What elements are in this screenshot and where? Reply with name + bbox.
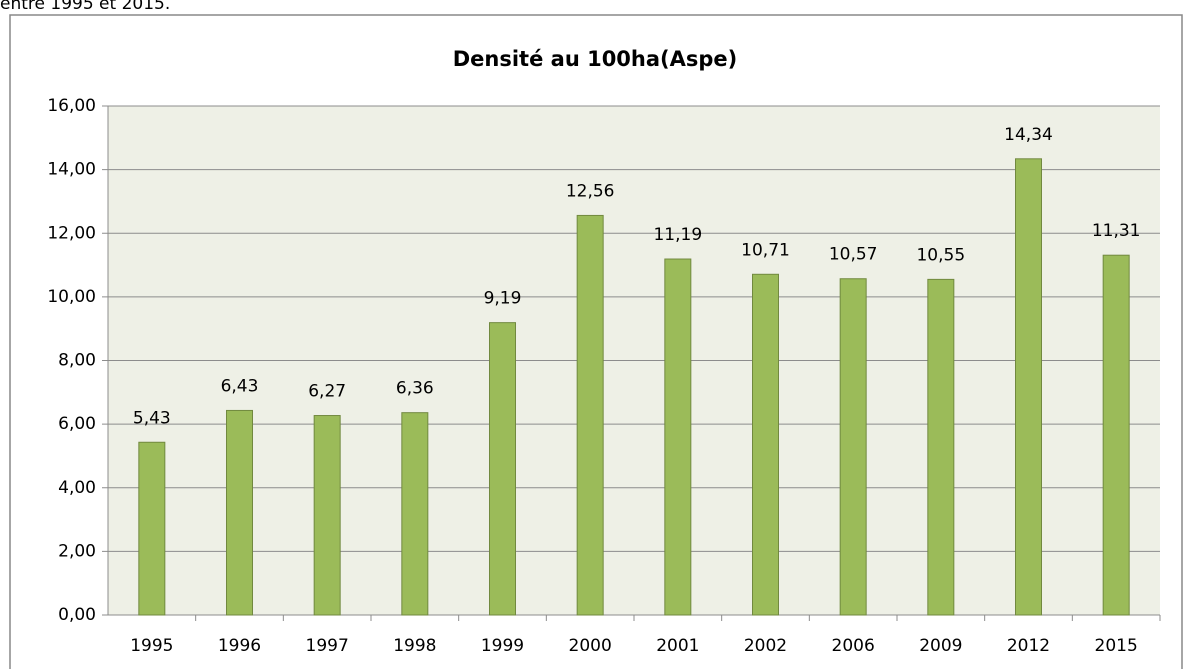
value-label: 10,57 bbox=[829, 245, 878, 265]
y-tick-label: 14,00 bbox=[47, 160, 96, 180]
x-tick-label: 2001 bbox=[656, 636, 699, 656]
x-tick-label: 1997 bbox=[306, 636, 349, 656]
bar bbox=[138, 441, 166, 616]
y-tick-label: 2,00 bbox=[58, 541, 96, 561]
x-tick-label: 1998 bbox=[393, 636, 436, 656]
chart-title: Densité au 100ha(Aspe) bbox=[453, 47, 738, 71]
bar bbox=[839, 278, 867, 616]
x-tick-label: 2015 bbox=[1095, 636, 1138, 656]
bar bbox=[576, 214, 604, 616]
value-label: 5,43 bbox=[133, 408, 171, 428]
value-label: 10,71 bbox=[741, 240, 790, 260]
x-tick-label: 2006 bbox=[832, 636, 875, 656]
y-tick-label: 6,00 bbox=[58, 414, 96, 434]
bar bbox=[1102, 254, 1130, 616]
x-tick-label: 2009 bbox=[919, 636, 962, 656]
y-tick-label: 16,00 bbox=[47, 96, 96, 116]
y-tick-label: 0,00 bbox=[58, 605, 96, 625]
bar bbox=[489, 322, 516, 616]
bar bbox=[927, 278, 955, 616]
value-label: 10,55 bbox=[916, 245, 965, 265]
x-tick-label: 1996 bbox=[218, 636, 261, 656]
bar bbox=[752, 273, 779, 616]
bar bbox=[1015, 158, 1042, 616]
x-tick-label: 2000 bbox=[569, 636, 612, 656]
y-tick-label: 10,00 bbox=[47, 287, 96, 307]
y-tick-label: 4,00 bbox=[58, 478, 96, 498]
value-label: 12,56 bbox=[566, 181, 615, 201]
y-tick-label: 8,00 bbox=[58, 351, 96, 371]
x-tick-label: 1995 bbox=[130, 636, 173, 656]
caption: entre 1995 et 2015. bbox=[0, 0, 170, 14]
x-tick-label: 2002 bbox=[744, 636, 787, 656]
bar bbox=[664, 258, 692, 616]
x-tick-label: 2012 bbox=[1007, 636, 1050, 656]
bar bbox=[401, 412, 429, 616]
value-label: 11,31 bbox=[1092, 221, 1141, 241]
value-label: 6,43 bbox=[221, 376, 259, 396]
bar bbox=[226, 409, 253, 616]
bar bbox=[313, 415, 341, 616]
x-tick-label: 1999 bbox=[481, 636, 524, 656]
value-label: 6,27 bbox=[308, 382, 346, 402]
value-label: 11,19 bbox=[653, 225, 702, 245]
value-label: 6,36 bbox=[396, 379, 434, 399]
value-label: 14,34 bbox=[1004, 125, 1053, 145]
y-tick-label: 12,00 bbox=[47, 223, 96, 243]
value-label: 9,19 bbox=[484, 289, 522, 309]
